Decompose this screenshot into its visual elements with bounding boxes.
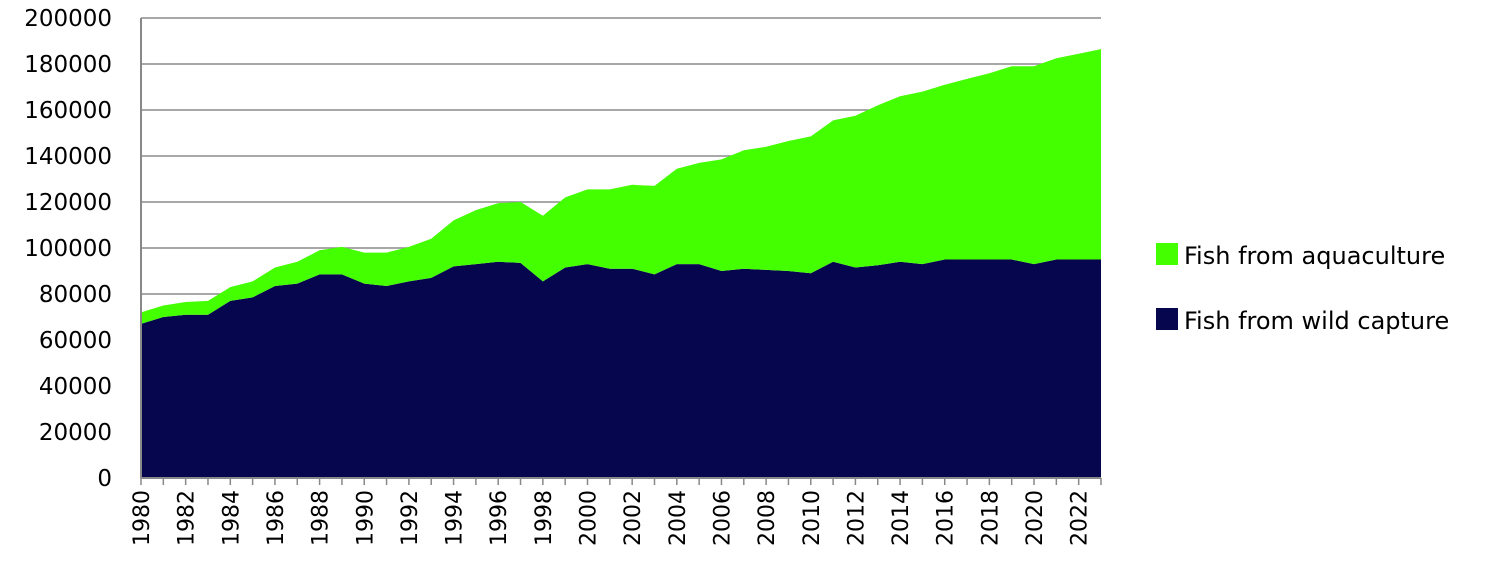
y-tick-label: 20000 [39,420,112,446]
y-tick-label: 140000 [24,144,112,170]
y-tick-label: 60000 [39,328,112,354]
y-tick-label: 100000 [24,236,112,262]
x-tick-label: 1996 [487,490,512,546]
x-tick-label: 1990 [353,490,378,546]
legend-swatch-wild-capture [1156,308,1178,330]
legend-swatch-aquaculture [1156,243,1178,265]
x-tick-label: 2006 [710,490,735,546]
x-tick-label: 1994 [443,490,468,546]
x-axis-tick-labels: 1980 1982 1984 1986 1988 1990 1992 1994 1996 1998… [130,478,1102,546]
x-tick-label: 1980 [130,490,155,546]
x-tick-label: 1986 [264,490,289,546]
x-tick-label: 2018 [978,490,1003,546]
x-tick-label: 2002 [621,490,646,546]
y-tick-label: 0 [97,466,112,492]
y-tick-label: 160000 [24,98,112,124]
x-tick-label: 2012 [844,490,869,546]
legend-label-aquaculture: Fish from aquaculture [1184,242,1445,270]
y-tick-label: 120000 [24,190,112,216]
y-tick-label: 40000 [39,374,112,400]
x-tick-label: 2014 [889,490,914,546]
x-tick-label: 2022 [1068,490,1093,546]
x-tick-label: 2010 [800,490,825,546]
stacked-areas [141,49,1101,478]
x-tick-label: 1984 [219,490,244,546]
y-tick-label: 180000 [24,52,112,78]
x-tick-label: 1982 [175,490,200,546]
axes [140,18,1101,479]
legend-label-wild-capture: Fish from wild capture [1184,307,1449,335]
x-tick-label: 2016 [934,490,959,546]
area-fish-from-aquaculture [141,49,1101,324]
y-axis-tick-labels: 0 20000 40000 60000 80000 100000 120000 140000 1… [24,6,112,492]
x-tick-label: 2004 [666,490,691,546]
area-fish-from-wild-capture [141,259,1101,478]
x-tick-label: 2008 [755,490,780,546]
y-tick-label: 200000 [24,6,112,32]
x-tick-label: 1992 [398,490,423,546]
legend: Fish from aquaculture Fish from wild cap… [1156,242,1449,335]
x-tick-label: 1998 [532,490,557,546]
x-tick-label: 2020 [1023,490,1048,546]
x-tick-label: 1988 [309,490,334,546]
x-tick-label: 2000 [577,490,602,546]
y-tick-label: 80000 [39,282,112,308]
